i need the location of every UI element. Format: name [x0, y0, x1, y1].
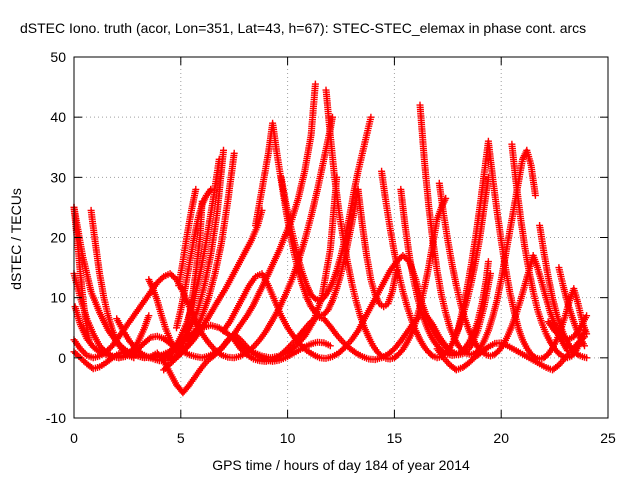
series-arc12	[164, 155, 223, 362]
x-tick-label: 10	[280, 430, 296, 446]
series-markers	[173, 185, 215, 332]
plot-area	[70, 80, 591, 397]
series-markers	[164, 155, 223, 362]
series-arc25	[435, 179, 571, 360]
x-tick-label: 15	[387, 430, 403, 446]
y-tick-label: 40	[50, 109, 66, 125]
chart-title: dSTEC Iono. truth (acor, Lon=351, Lat=43…	[20, 20, 586, 36]
series-arc14	[175, 185, 200, 290]
x-tick-label: 20	[493, 430, 509, 446]
series-markers	[155, 146, 227, 365]
series-markers	[435, 179, 571, 360]
y-tick-label: 20	[50, 230, 66, 246]
series-arc26	[508, 140, 588, 362]
series-arc22	[416, 101, 539, 359]
series-markers	[87, 206, 138, 362]
series-arc05	[87, 206, 138, 362]
x-tick-label: 5	[177, 430, 185, 446]
y-tick-label: 30	[50, 169, 66, 185]
x-axis-title: GPS time / hours of day 184 of year 2014	[212, 457, 470, 473]
y-axis-title: dSTEC / TECUs	[8, 188, 24, 290]
y-tick-label: -10	[46, 410, 66, 426]
series-markers	[544, 312, 591, 344]
series-markers	[508, 140, 588, 362]
y-tick-label: 0	[58, 350, 66, 366]
x-tick-label: 25	[600, 430, 616, 446]
series-markers	[277, 113, 375, 305]
series-markers	[416, 101, 539, 359]
series-arc10	[155, 146, 227, 365]
y-tick-label: 10	[50, 290, 66, 306]
x-tick-label: 0	[70, 430, 78, 446]
series-markers	[160, 149, 238, 374]
series-arc11	[160, 149, 238, 374]
series-markers	[175, 185, 200, 290]
series-arc18	[277, 113, 375, 305]
series-arc29	[544, 312, 591, 344]
y-tick-label: 50	[50, 49, 66, 65]
series-arc13	[173, 185, 215, 332]
